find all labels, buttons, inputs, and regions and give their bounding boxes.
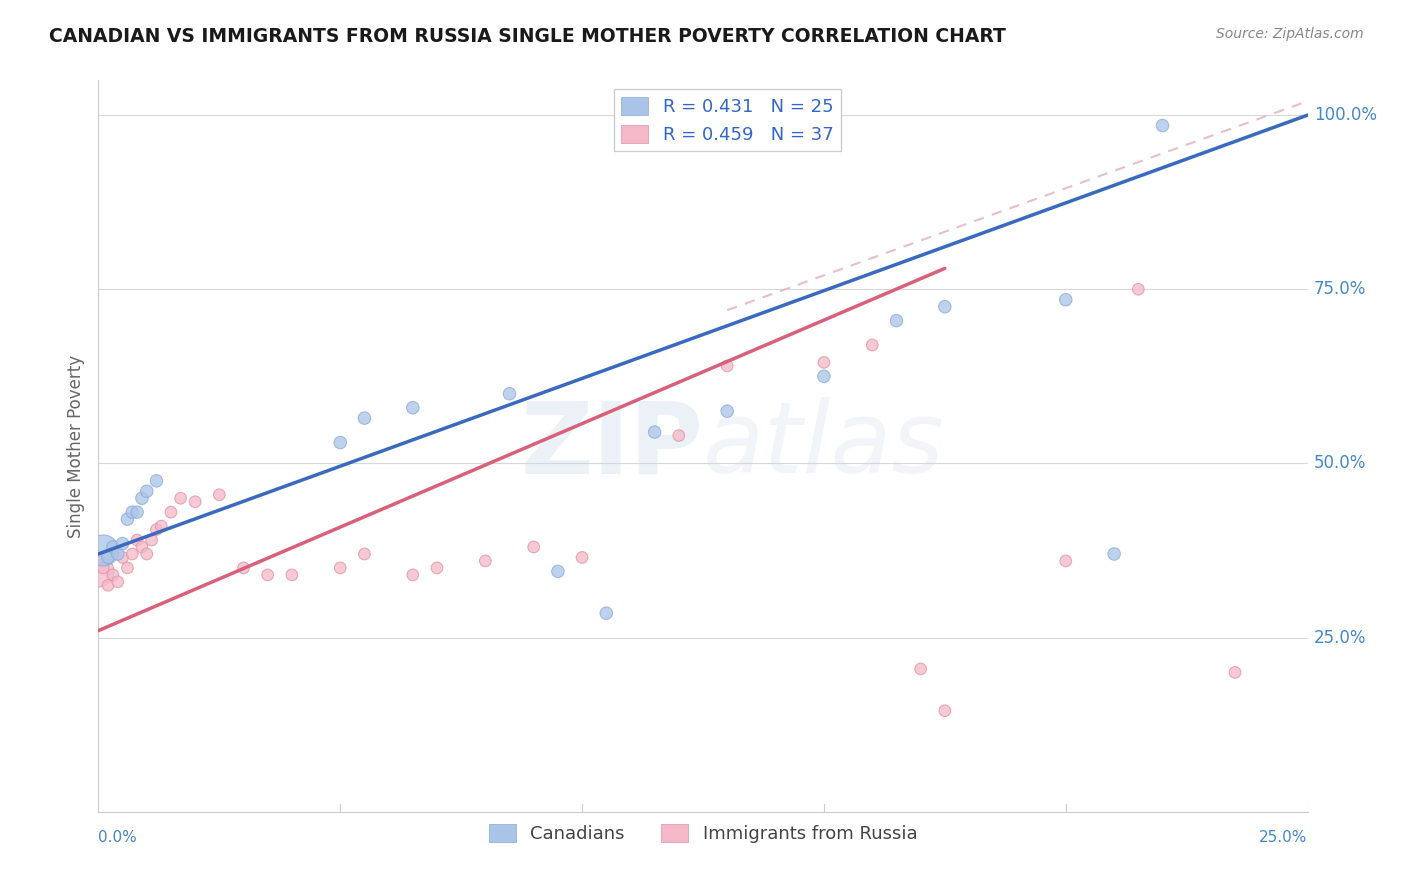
Point [595,606,617,620]
Point [644,425,666,439]
Point [101,540,124,554]
Point [111,550,134,565]
Point [1223,665,1246,680]
Point [160,505,183,519]
Point [87,565,110,579]
Point [107,547,129,561]
Point [498,386,520,401]
Point [135,484,157,499]
Point [121,505,143,519]
Legend: Canadians, Immigrants from Russia: Canadians, Immigrants from Russia [482,816,924,850]
Point [117,512,139,526]
Point [184,494,207,508]
Text: Source: ZipAtlas.com: Source: ZipAtlas.com [1216,27,1364,41]
Point [329,561,352,575]
Text: 25.0%: 25.0% [1313,629,1367,647]
Text: ZIP: ZIP [520,398,703,494]
Point [402,401,425,415]
Point [886,313,908,327]
Point [111,536,134,550]
Point [1152,119,1174,133]
Text: 25.0%: 25.0% [1260,830,1308,845]
Point [1102,547,1125,561]
Text: atlas: atlas [703,398,945,494]
Point [91,561,114,575]
Point [474,554,496,568]
Point [145,523,167,537]
Point [127,533,149,547]
Point [208,488,231,502]
Point [145,474,167,488]
Point [910,662,932,676]
Point [813,355,835,369]
Point [131,491,153,506]
Point [1054,554,1077,568]
Point [141,533,163,547]
Point [150,519,173,533]
Text: 100.0%: 100.0% [1313,106,1376,124]
Point [91,543,114,558]
Point [716,359,738,373]
Point [97,578,120,592]
Point [256,567,278,582]
Point [107,574,129,589]
Point [547,565,569,579]
Text: 50.0%: 50.0% [1313,454,1367,473]
Point [329,435,352,450]
Point [353,411,375,425]
Point [934,704,956,718]
Point [860,338,883,352]
Text: 0.0%: 0.0% [98,830,138,845]
Point [402,567,425,582]
Point [127,505,149,519]
Point [571,550,593,565]
Point [1128,282,1150,296]
Point [281,567,304,582]
Point [1054,293,1077,307]
Point [117,561,139,575]
Point [523,540,546,554]
Point [353,547,375,561]
Point [131,540,153,554]
Point [232,561,254,575]
Point [101,567,124,582]
Point [121,547,143,561]
Point [135,547,157,561]
Point [426,561,449,575]
Point [97,550,120,565]
Point [716,404,738,418]
Point [934,300,956,314]
Text: 75.0%: 75.0% [1313,280,1367,298]
Point [813,369,835,384]
Point [169,491,191,506]
Point [668,428,690,442]
Text: CANADIAN VS IMMIGRANTS FROM RUSSIA SINGLE MOTHER POVERTY CORRELATION CHART: CANADIAN VS IMMIGRANTS FROM RUSSIA SINGL… [49,27,1007,45]
Y-axis label: Single Mother Poverty: Single Mother Poverty [66,354,84,538]
